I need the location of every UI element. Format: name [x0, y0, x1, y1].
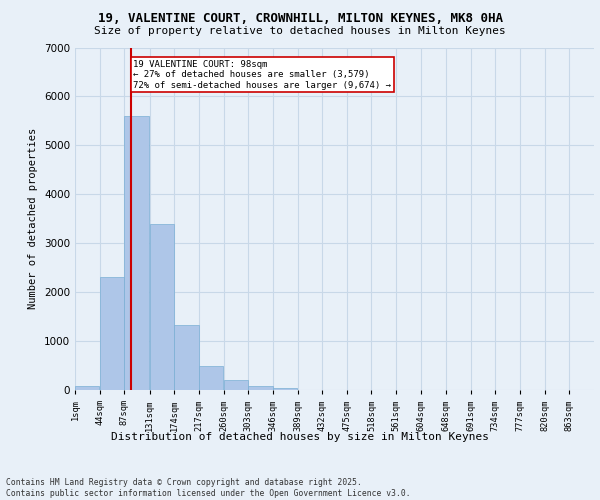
Text: 19 VALENTINE COURT: 98sqm
← 27% of detached houses are smaller (3,579)
72% of se: 19 VALENTINE COURT: 98sqm ← 27% of detac… [133, 60, 391, 90]
Bar [149, 224, 174, 390]
Bar [248, 386, 272, 390]
Bar [273, 388, 298, 390]
Y-axis label: Number of detached properties: Number of detached properties [28, 128, 38, 310]
Bar [224, 380, 248, 390]
Text: Size of property relative to detached houses in Milton Keynes: Size of property relative to detached ho… [94, 26, 506, 36]
Text: Distribution of detached houses by size in Milton Keynes: Distribution of detached houses by size … [111, 432, 489, 442]
Text: Contains HM Land Registry data © Crown copyright and database right 2025.
Contai: Contains HM Land Registry data © Crown c… [6, 478, 410, 498]
Text: 19, VALENTINE COURT, CROWNHILL, MILTON KEYNES, MK8 0HA: 19, VALENTINE COURT, CROWNHILL, MILTON K… [97, 12, 503, 26]
Bar [75, 386, 100, 390]
Bar [174, 326, 199, 390]
Bar [199, 366, 223, 390]
Bar [100, 278, 124, 390]
Bar [124, 116, 149, 390]
